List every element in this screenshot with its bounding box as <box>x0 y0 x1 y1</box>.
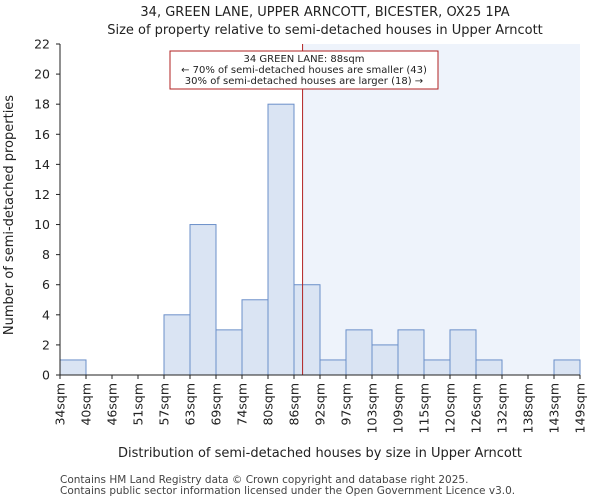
highlight-region <box>302 44 580 375</box>
x-tick-label: 46sqm <box>105 383 120 426</box>
histogram-bar <box>319 359 347 376</box>
x-axis-label: Distribution of semi-detached houses by … <box>118 446 522 461</box>
y-tick-label: 10 <box>34 217 50 232</box>
x-tick-label: 74sqm <box>235 383 250 426</box>
y-tick-label: 22 <box>34 37 50 52</box>
chart-subtitle: Size of property relative to semi-detach… <box>107 23 543 38</box>
histogram-bar <box>449 329 477 376</box>
y-tick-label: 6 <box>42 277 50 292</box>
histogram-bar <box>189 224 217 376</box>
histogram-bar <box>397 329 425 376</box>
histogram-bar <box>293 284 321 376</box>
x-tick-label: 51sqm <box>131 383 146 426</box>
x-tick-label: 149sqm <box>573 383 588 433</box>
histogram-bar <box>215 329 243 376</box>
x-tick-label: 132sqm <box>495 383 510 433</box>
x-tick-label: 57sqm <box>157 383 172 426</box>
histogram-bar <box>267 103 295 376</box>
histogram-bar <box>475 359 503 376</box>
marker-annotation: 34 GREEN LANE: 88sqm ← 70% of semi-detac… <box>169 50 439 90</box>
histogram-bar <box>553 359 581 376</box>
annotation-line-1: 34 GREEN LANE: 88sqm <box>244 54 365 65</box>
annotation-line-2: ← 70% of semi-detached houses are smalle… <box>181 65 427 76</box>
x-tick-label: 143sqm <box>547 383 562 433</box>
y-tick-label: 4 <box>42 307 50 322</box>
y-tick-label: 16 <box>34 127 50 142</box>
y-axis-label: Number of semi-detached properties <box>2 95 17 335</box>
y-tick-label: 18 <box>34 97 50 112</box>
y-tick-label: 12 <box>34 187 50 202</box>
x-tick-label: 109sqm <box>391 383 406 433</box>
y-tick-label: 2 <box>42 337 50 352</box>
histogram-bar <box>163 314 191 376</box>
x-tick-label: 138sqm <box>521 383 536 433</box>
x-tick-label: 86sqm <box>287 383 302 426</box>
histogram-bar <box>241 299 269 376</box>
plot-area: 0 2 4 6 8 10 12 14 16 18 20 22 34sqm 40sqm 46sqm 51sqm 5… <box>34 37 587 434</box>
y-tick-label: 0 <box>42 368 50 383</box>
x-tick-label: 69sqm <box>209 383 224 426</box>
x-tick-label: 92sqm <box>313 383 328 426</box>
histogram-bar <box>371 344 399 376</box>
x-tick-label: 103sqm <box>365 383 380 433</box>
histogram-bar <box>59 359 87 376</box>
annotation-box <box>169 50 439 90</box>
x-tick-label: 34sqm <box>53 383 68 426</box>
x-tick-label: 80sqm <box>261 383 276 426</box>
footer-line-2: Contains public sector information licen… <box>60 485 515 497</box>
x-tick-label: 63sqm <box>183 383 198 426</box>
histogram-bar <box>423 359 451 376</box>
y-tick-label: 8 <box>42 247 50 262</box>
y-tick-label: 20 <box>34 67 50 82</box>
histogram-bar <box>345 329 373 376</box>
footer-line-1: Contains HM Land Registry data © Crown c… <box>60 474 468 486</box>
x-tick-label: 126sqm <box>469 383 484 433</box>
y-tick-label: 14 <box>34 157 50 172</box>
chart-title: 34, GREEN LANE, UPPER ARNCOTT, BICESTER,… <box>140 5 509 20</box>
x-tick-label: 40sqm <box>79 383 94 426</box>
x-tick-label: 120sqm <box>443 383 458 433</box>
x-tick-label: 115sqm <box>417 383 432 433</box>
x-tick-label: 97sqm <box>339 383 354 426</box>
annotation-line-3: 30% of semi-detached houses are larger (… <box>185 76 423 87</box>
